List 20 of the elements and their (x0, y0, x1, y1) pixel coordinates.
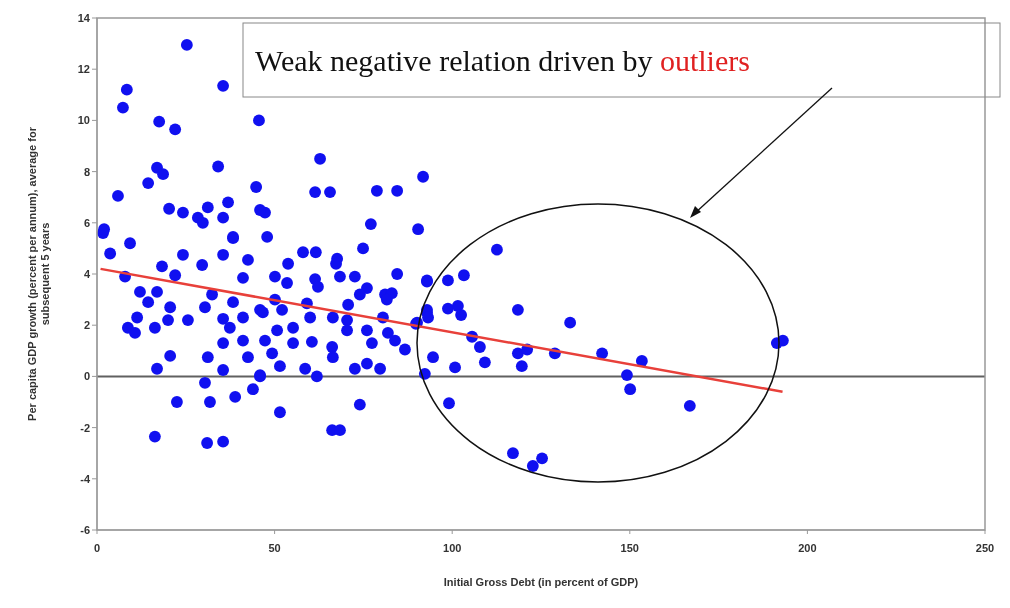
x-tick-label: 0 (93, 541, 101, 554)
x-tick-label: 250 (975, 541, 995, 554)
y-tick-label: 8 (83, 165, 90, 178)
y-tick-label: 10 (77, 114, 90, 127)
y-tick-label: 4 (83, 267, 91, 280)
x-tick-label: 50 (268, 541, 281, 554)
x-tick-label: 100 (443, 541, 462, 554)
y-tick-label: 14 (77, 11, 91, 24)
y-tick-label: 2 (83, 319, 90, 332)
x-tick-label: 150 (620, 541, 639, 554)
x-axis-title: Initial Gross Debt (in percent of GDP) (443, 576, 639, 588)
x-tick-label: 200 (798, 541, 817, 554)
y-tick-label: 12 (77, 63, 90, 76)
y-tick-label: -6 (80, 523, 90, 536)
y-tick-label: 6 (83, 216, 90, 229)
y-tick-label: -4 (80, 472, 91, 485)
y-tick-label: -2 (80, 421, 90, 434)
annotation: Weak negative relation driven by outliers (255, 44, 750, 77)
y-axis-title: Per capita GDP growth (percent per annum), average for subsequent 5 years (26, 126, 51, 421)
y-tick-label: 0 (83, 370, 90, 383)
